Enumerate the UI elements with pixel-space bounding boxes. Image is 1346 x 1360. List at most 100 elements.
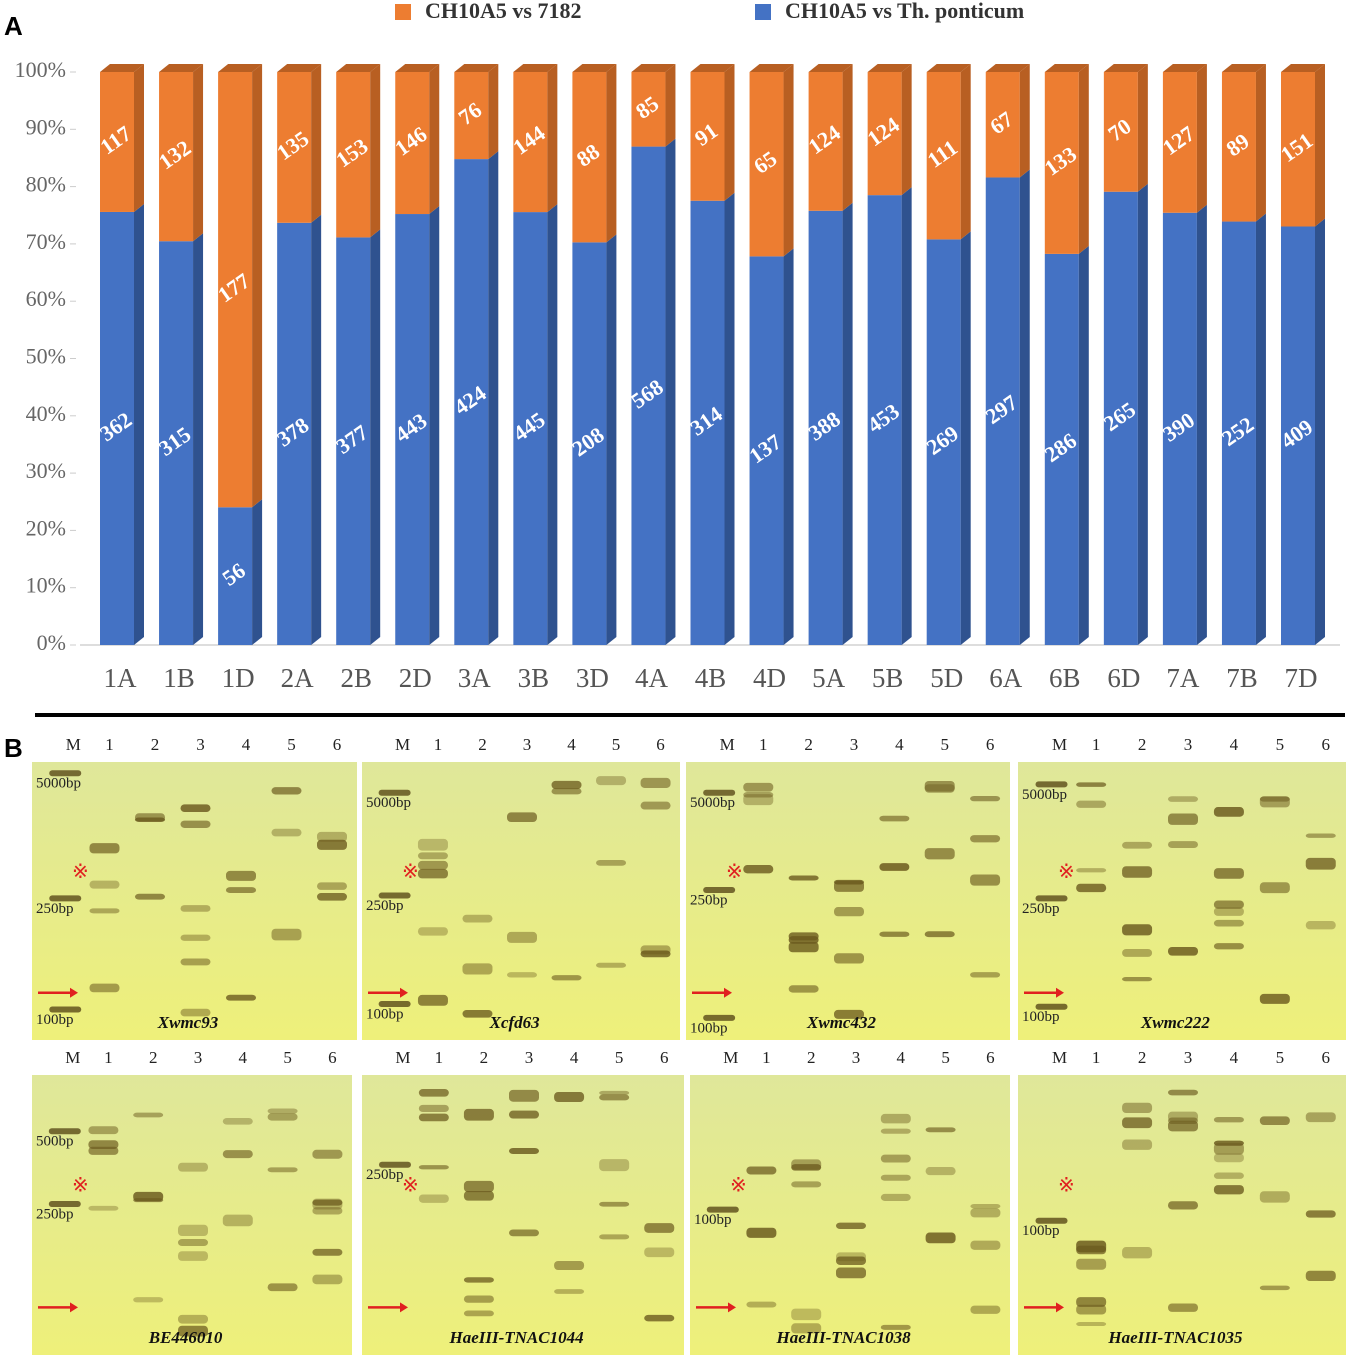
gel-band bbox=[1076, 1240, 1107, 1253]
x-tick-label: 2A bbox=[281, 663, 315, 693]
gel-band bbox=[271, 928, 302, 941]
gel-band bbox=[418, 1113, 449, 1122]
gel-band bbox=[880, 1128, 911, 1134]
bar-side bbox=[311, 64, 322, 223]
lane-label: 3 bbox=[850, 735, 859, 754]
gel-band bbox=[89, 843, 120, 854]
bar-segment bbox=[808, 210, 843, 645]
marker-label: 100bp bbox=[36, 1012, 74, 1028]
y-tick-label: 100% bbox=[15, 57, 66, 82]
bar-top bbox=[926, 64, 971, 72]
gel-band bbox=[507, 931, 537, 943]
marker-label: 250bp bbox=[36, 1206, 74, 1222]
gel-band bbox=[463, 1180, 494, 1193]
gel-band bbox=[1213, 807, 1244, 817]
gel-band bbox=[1076, 782, 1107, 787]
lane-label: 3 bbox=[194, 1048, 203, 1067]
gel-band bbox=[640, 945, 671, 955]
gel-band bbox=[599, 1090, 630, 1095]
gel-band bbox=[1213, 1140, 1244, 1146]
gel-band bbox=[178, 1314, 208, 1324]
marker-symbol: ※ bbox=[1058, 1175, 1075, 1197]
gel-band bbox=[509, 1110, 539, 1119]
lane-label: 1 bbox=[434, 735, 443, 754]
lane-label: 6 bbox=[660, 1048, 669, 1067]
bar-segment bbox=[454, 72, 489, 160]
gel-band bbox=[417, 860, 448, 870]
bar-segment bbox=[100, 72, 134, 212]
gel-band bbox=[267, 1167, 298, 1173]
bar-segment bbox=[1044, 72, 1079, 254]
y-tick-label: 20% bbox=[26, 515, 66, 540]
bar-segment bbox=[395, 72, 430, 215]
x-tick-label: 5B bbox=[872, 663, 904, 693]
lane-label: 5 bbox=[1276, 1048, 1285, 1067]
lane-label: 6 bbox=[333, 735, 342, 754]
gel-band bbox=[417, 868, 448, 879]
gel-band bbox=[970, 1305, 1001, 1314]
bar-segment bbox=[1221, 221, 1256, 645]
marker-band bbox=[378, 1000, 411, 1007]
lane-label: 2 bbox=[149, 1048, 158, 1067]
arrow-head bbox=[400, 1302, 408, 1313]
gel-band bbox=[1168, 841, 1198, 848]
gel-band bbox=[507, 812, 537, 823]
gel-band bbox=[180, 934, 211, 941]
lane-label: 3 bbox=[1184, 735, 1193, 754]
lane-label: 6 bbox=[656, 735, 665, 754]
lane-label: 1 bbox=[1092, 735, 1101, 754]
lane-label: 3 bbox=[852, 1048, 861, 1067]
gel-band bbox=[599, 1159, 630, 1172]
bar-side bbox=[901, 187, 912, 645]
marker-label: 100bp bbox=[366, 1006, 404, 1022]
marker-band bbox=[1035, 1217, 1068, 1224]
lane-label: M bbox=[723, 1048, 738, 1067]
x-tick-label: 6D bbox=[1107, 663, 1140, 693]
gel-band bbox=[317, 831, 347, 842]
gel-band bbox=[924, 931, 955, 938]
gel-band bbox=[880, 1154, 911, 1163]
bar-side bbox=[252, 64, 263, 508]
gel-image bbox=[32, 762, 357, 1040]
gel-band bbox=[1168, 946, 1198, 956]
lane-label: 1 bbox=[759, 735, 768, 754]
gel-band bbox=[312, 1199, 343, 1206]
x-tick-label: 7D bbox=[1285, 663, 1318, 693]
gel-band bbox=[88, 1205, 119, 1211]
gel-band bbox=[644, 1223, 675, 1233]
lane-label: 1 bbox=[762, 1048, 771, 1067]
gel-band bbox=[133, 1297, 164, 1303]
bar-side bbox=[783, 248, 794, 645]
bar-side bbox=[842, 202, 853, 645]
bar-segment bbox=[690, 72, 725, 201]
gel-band bbox=[1305, 1112, 1336, 1123]
gel-band bbox=[418, 1165, 449, 1170]
gel-band bbox=[1076, 1258, 1107, 1270]
gel-band bbox=[640, 801, 671, 810]
gel-band bbox=[1213, 1116, 1244, 1123]
bar-side bbox=[134, 64, 144, 212]
gel-band bbox=[1259, 882, 1290, 894]
gel-band bbox=[1168, 813, 1198, 825]
gel-band bbox=[88, 1140, 119, 1149]
marker-symbol: ※ bbox=[1058, 861, 1075, 883]
bar-side bbox=[370, 229, 381, 645]
bar-side bbox=[193, 64, 204, 242]
gel-band bbox=[1122, 1102, 1153, 1114]
gel-band bbox=[1122, 841, 1153, 849]
gel-band bbox=[180, 820, 211, 828]
gel-band bbox=[1213, 1172, 1244, 1179]
lane-label: 6 bbox=[328, 1048, 337, 1067]
bar-top bbox=[100, 64, 144, 72]
bar-side bbox=[1196, 204, 1207, 645]
gel-band bbox=[970, 1208, 1001, 1218]
gel-band bbox=[135, 893, 165, 900]
x-tick-label: 6B bbox=[1049, 663, 1081, 693]
lane-label: 5 bbox=[941, 1048, 950, 1067]
gel-band bbox=[836, 1252, 866, 1262]
gel-band bbox=[834, 953, 864, 964]
marker-label: 250bp bbox=[1022, 901, 1060, 917]
lane-label: M bbox=[395, 1048, 410, 1067]
bar-top bbox=[218, 64, 263, 72]
gel-band bbox=[417, 838, 448, 851]
